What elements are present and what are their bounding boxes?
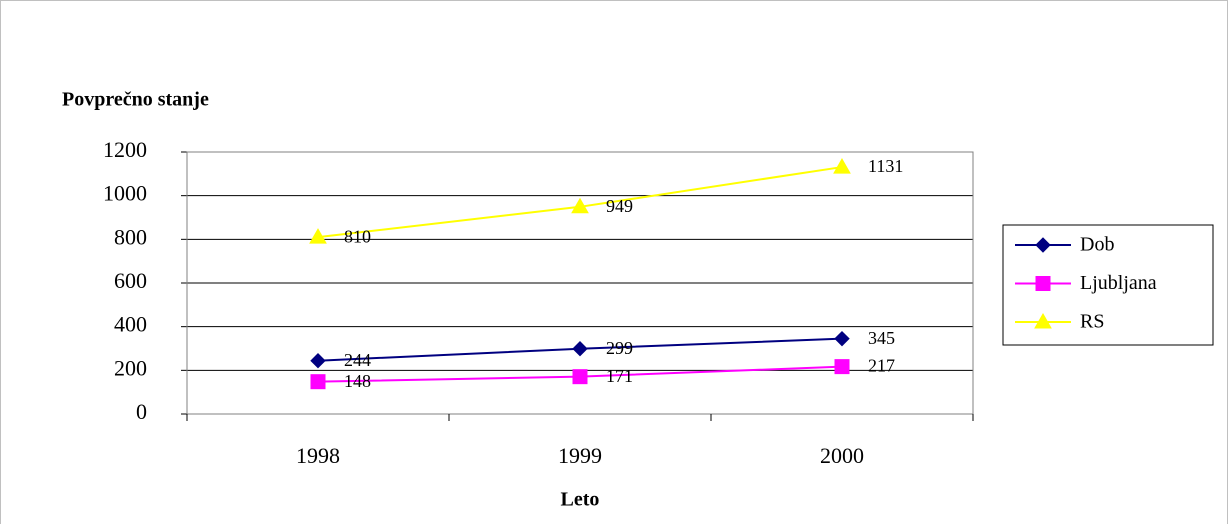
marker [310, 353, 326, 369]
x-tick-label: 1998 [296, 443, 340, 468]
legend-marker [1035, 276, 1051, 291]
data-label: 171 [606, 366, 633, 386]
legend-label: Dob [1080, 234, 1114, 256]
legend-marker [1035, 237, 1051, 253]
chart-title: Povprečno stanje [62, 89, 209, 111]
marker [834, 359, 850, 375]
x-axis-label: Leto [561, 489, 600, 511]
plot-area [186, 151, 974, 415]
data-label: 217 [868, 356, 895, 376]
data-label: 148 [344, 371, 371, 391]
y-tick-label: 800 [114, 224, 147, 249]
data-label: 1131 [868, 156, 903, 176]
marker [834, 330, 850, 347]
data-label: 810 [344, 226, 371, 246]
legend-label: Ljubljana [1080, 272, 1157, 294]
x-tick-label: 1999 [558, 443, 602, 468]
legend-marker [1034, 312, 1052, 329]
data-label: 299 [606, 338, 633, 358]
y-tick-label: 1200 [103, 137, 147, 162]
marker [833, 158, 851, 174]
marker [572, 341, 588, 357]
x-tick-label: 2000 [820, 443, 864, 468]
marker [309, 228, 327, 244]
marker [572, 369, 588, 385]
data-label: 949 [606, 196, 633, 216]
y-tick-label: 200 [114, 355, 147, 380]
y-tick-label: 400 [114, 312, 147, 337]
data-label: 244 [344, 350, 371, 370]
marker [571, 197, 589, 214]
marker [310, 374, 326, 390]
y-tick-label: 1000 [103, 181, 147, 206]
y-tick-label: 0 [136, 399, 147, 424]
data-label: 345 [868, 328, 895, 348]
y-tick-label: 600 [114, 268, 147, 293]
legend-label: RS [1080, 311, 1104, 333]
